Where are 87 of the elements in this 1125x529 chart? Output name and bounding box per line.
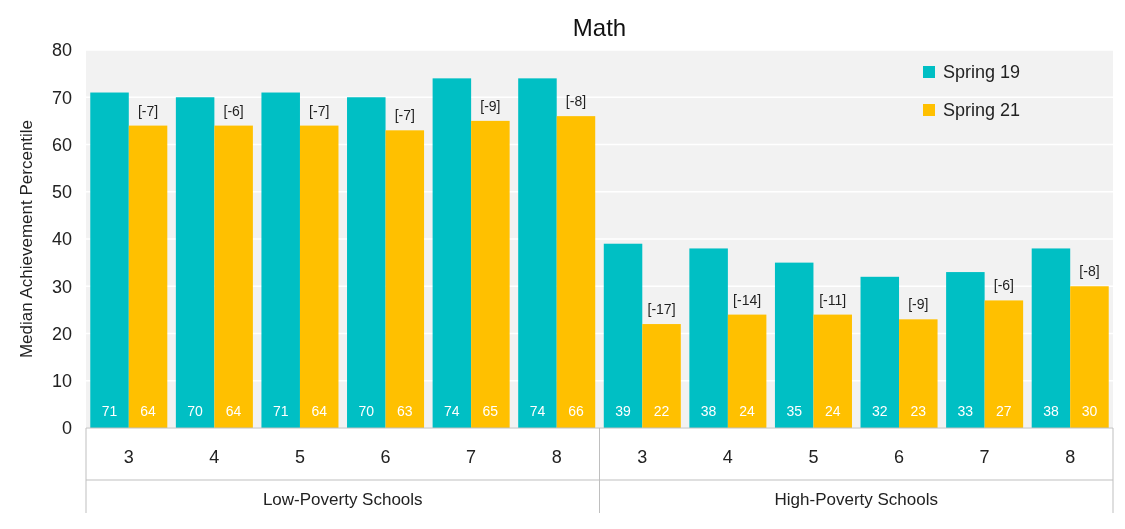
y-tick-label: 80	[51, 40, 72, 61]
data-label: 30	[1081, 403, 1098, 419]
data-label: 74	[444, 403, 460, 419]
bar	[946, 272, 985, 428]
bar	[727, 314, 767, 428]
annotation: [-14]	[733, 291, 762, 308]
data-label: 64	[311, 403, 328, 419]
data-label: 63	[397, 403, 413, 419]
bar	[128, 125, 168, 428]
annotation: [-7]	[137, 102, 159, 119]
text: High-Poverty Schools	[774, 490, 938, 509]
bar	[385, 130, 425, 428]
y-tick-label: 30	[51, 276, 72, 297]
x-tick-label: 3	[637, 447, 648, 467]
bar	[518, 78, 557, 428]
bar	[689, 248, 728, 428]
data-label: 70	[358, 403, 375, 419]
bar	[774, 262, 814, 428]
bar	[299, 125, 339, 428]
x-tick-label: 6	[380, 447, 391, 467]
y-tick-label: 40	[51, 229, 72, 250]
data-label: 65	[482, 403, 499, 419]
y-tick-label: 70	[51, 87, 72, 108]
bar	[90, 92, 129, 428]
data-label: 38	[1043, 403, 1059, 419]
bar	[175, 97, 215, 428]
data-label: 70	[187, 403, 204, 419]
x-tick-label: 6	[894, 447, 905, 467]
annotation: [-9]	[480, 97, 501, 114]
bar	[813, 314, 852, 428]
text: Low-Poverty Schools	[262, 490, 423, 509]
y-axis-title: Median Achievement Percentile	[17, 119, 36, 359]
data-label: 24	[739, 403, 756, 419]
annotation: [-11]	[819, 291, 847, 308]
data-label: 64	[140, 403, 157, 419]
data-label: 24	[824, 403, 841, 419]
bar	[556, 116, 596, 428]
x-tick-label: 4	[722, 447, 733, 467]
bar	[603, 243, 643, 428]
annotation: [-8]	[1079, 263, 1100, 280]
bar	[1031, 248, 1071, 428]
annotation: [-7]	[394, 107, 415, 124]
y-tick-label: 0	[61, 418, 72, 439]
annotation: [-8]	[565, 93, 587, 110]
legend-label: Spring 21	[943, 100, 1021, 121]
annotation: [-9]	[908, 296, 929, 313]
annotation: [-6]	[223, 102, 244, 119]
data-label: 22	[653, 403, 670, 419]
bar	[432, 78, 472, 428]
data-label: 39	[615, 403, 632, 419]
annotation: [-7]	[309, 102, 330, 119]
x-tick-label: 5	[294, 447, 305, 467]
y-tick-label: 20	[51, 323, 72, 344]
chart-title: Math	[572, 14, 627, 41]
y-tick-label: 50	[51, 182, 72, 203]
bar	[347, 97, 386, 428]
x-tick-label: 4	[209, 447, 220, 467]
data-label: 32	[872, 403, 888, 419]
bar	[899, 319, 938, 428]
x-tick-label: 5	[808, 447, 819, 467]
bar	[642, 324, 681, 428]
bar	[471, 120, 510, 428]
data-label: 64	[225, 403, 242, 419]
data-label: 33	[957, 403, 974, 419]
bar	[214, 125, 253, 428]
bar	[860, 276, 900, 428]
bar	[1070, 286, 1109, 428]
data-label: 38	[700, 403, 717, 419]
data-label: 71	[272, 403, 289, 419]
data-label: 35	[786, 403, 803, 419]
legend-label: Spring 19	[943, 62, 1021, 83]
x-tick-label: 8	[551, 447, 562, 467]
x-tick-label: 7	[979, 447, 990, 467]
data-label: 74	[529, 403, 546, 419]
bar	[261, 92, 300, 428]
annotation: [-6]	[993, 277, 1014, 294]
y-tick-label: 10	[51, 371, 72, 392]
annotation: [-17]	[647, 301, 676, 318]
data-label: 27	[996, 403, 1012, 419]
x-tick-label: 8	[1065, 447, 1076, 467]
bar	[984, 300, 1024, 428]
data-label: 71	[101, 403, 118, 419]
y-tick-label: 60	[51, 134, 72, 155]
x-tick-label: 3	[123, 447, 134, 467]
data-label: 66	[568, 403, 584, 419]
x-tick-label: 7	[466, 447, 477, 467]
data-label: 23	[910, 403, 927, 419]
